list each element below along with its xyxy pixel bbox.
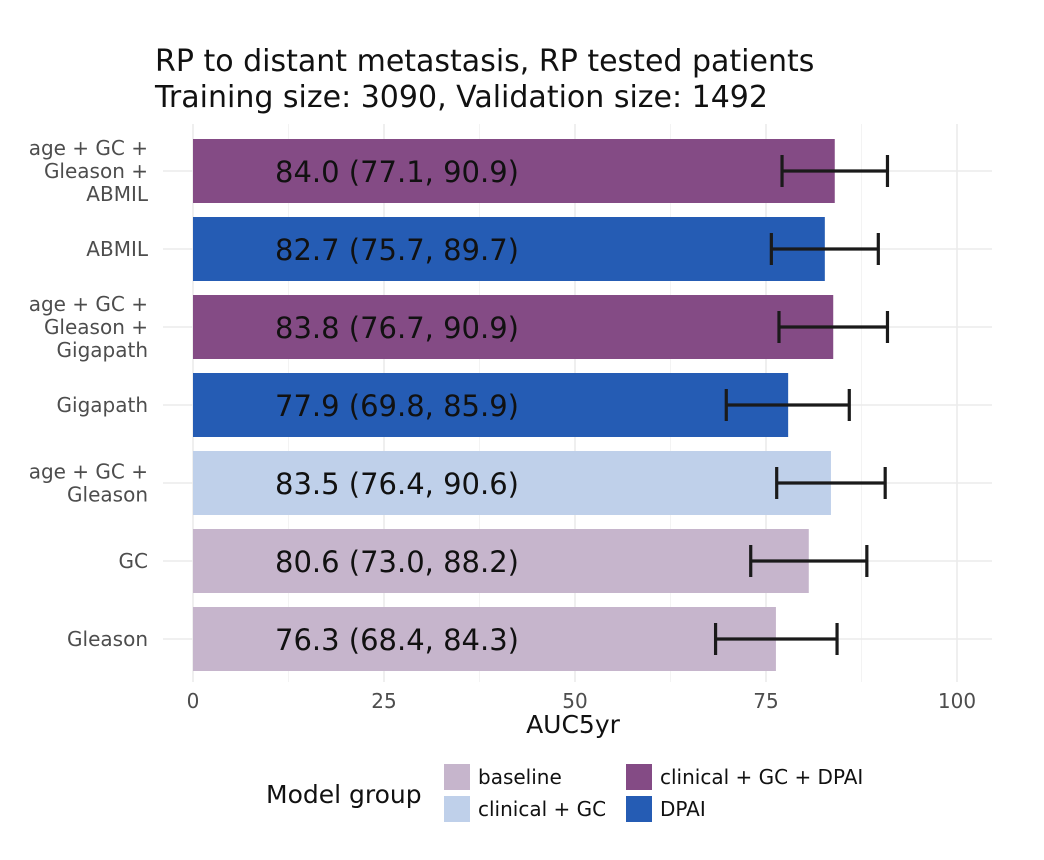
legend-swatch-dpai xyxy=(626,796,652,822)
x-tick-label: 25 xyxy=(371,689,396,713)
y-tick-label: age + GC + xyxy=(29,292,148,316)
data-label: 83.8 (76.7, 90.9) xyxy=(275,311,519,345)
y-tick-label: Gigapath xyxy=(57,338,148,362)
chart-title-line-2: Training size: 3090, Validation size: 14… xyxy=(155,80,768,115)
x-tick-label: 0 xyxy=(187,689,200,713)
y-tick-label: Gigapath xyxy=(57,393,148,417)
y-tick-label: Gleason xyxy=(67,483,148,507)
data-label: 82.7 (75.7, 89.7) xyxy=(275,233,519,267)
bar xyxy=(193,139,835,203)
legend-swatch-clinical-gc-dpai xyxy=(626,764,652,790)
legend-item-clinical-gc: clinical + GC xyxy=(444,796,606,822)
y-tick-label: ABMIL xyxy=(86,182,149,206)
data-label: 80.6 (73.0, 88.2) xyxy=(275,545,519,579)
chart-title-line-1: RP to distant metastasis, RP tested pati… xyxy=(155,44,815,79)
legend-label-baseline: baseline xyxy=(478,765,562,789)
bar xyxy=(193,295,834,359)
legend-label-dpai: DPAI xyxy=(660,797,706,821)
y-tick-label: Gleason xyxy=(67,627,148,651)
legend-label-clinical-gc-dpai: clinical + GC + DPAI xyxy=(660,765,864,789)
data-label: 76.3 (68.4, 84.3) xyxy=(275,623,519,657)
y-tick-label: GC xyxy=(119,549,148,573)
legend-item-clinical-gc-dpai: clinical + GC + DPAI xyxy=(626,764,863,790)
legend-swatch-clinical-gc xyxy=(444,796,470,822)
legend-item-baseline: baseline xyxy=(444,764,562,790)
bar xyxy=(193,451,831,515)
x-axis-label: AUC5yr xyxy=(526,710,620,739)
y-tick-label: ABMIL xyxy=(86,237,149,261)
y-tick-label: Gleason + xyxy=(44,315,148,339)
data-label: 83.5 (76.4, 90.6) xyxy=(275,467,519,501)
data-label: 77.9 (69.8, 85.9) xyxy=(275,389,519,423)
bar xyxy=(193,607,776,671)
bar xyxy=(193,373,789,437)
y-tick-label: age + GC + xyxy=(29,136,148,160)
x-tick-label: 75 xyxy=(753,689,778,713)
legend-title: Model group xyxy=(266,780,422,809)
data-label: 84.0 (77.1, 90.9) xyxy=(275,155,519,189)
legend-label-clinical-gc: clinical + GC xyxy=(478,797,607,821)
bar xyxy=(193,529,809,593)
y-tick-label: Gleason + xyxy=(44,159,148,183)
y-tick-label: age + GC + xyxy=(29,460,148,484)
x-tick-label: 100 xyxy=(938,689,976,713)
legend-swatch-baseline xyxy=(444,764,470,790)
bar xyxy=(193,217,825,281)
legend-item-dpai: DPAI xyxy=(626,796,706,822)
